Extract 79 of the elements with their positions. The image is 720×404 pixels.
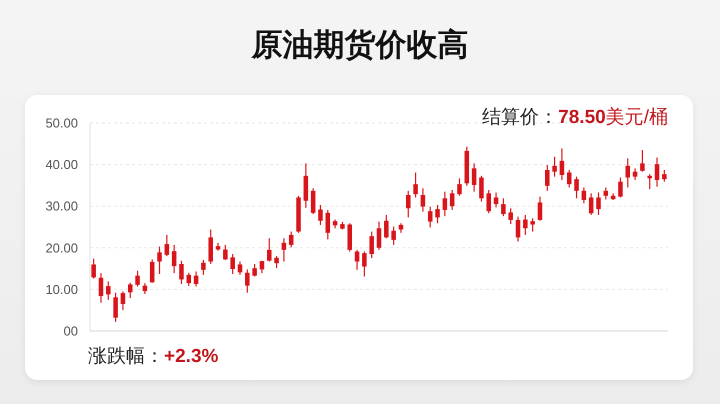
y-tick-label: 00 bbox=[64, 324, 78, 338]
candlestick bbox=[369, 230, 374, 259]
candlestick bbox=[560, 148, 564, 181]
candlestick bbox=[91, 258, 96, 280]
candlestick bbox=[479, 175, 484, 202]
candlestick bbox=[640, 149, 645, 172]
candlestick bbox=[186, 272, 192, 287]
candlestick bbox=[354, 249, 360, 270]
candlestick bbox=[194, 270, 198, 288]
candlestick bbox=[238, 260, 242, 276]
y-tick-label: 20.00 bbox=[45, 240, 78, 256]
candlestick bbox=[172, 244, 176, 274]
candlestick bbox=[450, 189, 454, 211]
candlestick bbox=[552, 156, 557, 178]
annotation: 结算价：78.50美元/桶 bbox=[482, 107, 668, 128]
candlestick bbox=[384, 214, 389, 239]
candlestick bbox=[406, 190, 411, 218]
candlestick bbox=[647, 174, 652, 190]
candlestick bbox=[252, 263, 257, 278]
candlestick bbox=[282, 238, 286, 262]
candlestick bbox=[150, 258, 154, 284]
candlestick bbox=[538, 196, 542, 222]
candlestick bbox=[113, 292, 118, 322]
candlestick bbox=[566, 169, 572, 188]
candlestick bbox=[318, 204, 323, 226]
candlestick bbox=[179, 260, 184, 285]
candlestick bbox=[310, 188, 316, 215]
candlestick bbox=[106, 280, 111, 300]
text: 涨跌幅：+2.3% bbox=[88, 346, 218, 367]
candlestick bbox=[508, 208, 513, 225]
candlestick bbox=[376, 220, 382, 250]
candlestick bbox=[486, 189, 492, 214]
candlestick bbox=[428, 206, 432, 228]
candlestick bbox=[128, 282, 133, 299]
y-tick-label: 10.00 bbox=[45, 282, 78, 297]
candlestick bbox=[413, 172, 418, 198]
y-tick-label: 30.00 bbox=[45, 198, 78, 214]
y-tick-label: 50.00 bbox=[45, 116, 78, 130]
candlestick bbox=[362, 250, 367, 278]
candlestick bbox=[98, 272, 104, 304]
candlestick bbox=[435, 204, 440, 224]
candlestick bbox=[201, 259, 206, 276]
candlestick bbox=[245, 268, 250, 294]
candlestick bbox=[596, 192, 601, 216]
candlestick bbox=[391, 226, 396, 246]
candlestick bbox=[223, 244, 228, 260]
candlestick bbox=[574, 176, 579, 199]
candlestick bbox=[632, 168, 638, 181]
candlestick bbox=[157, 246, 162, 275]
candlestick bbox=[516, 216, 520, 242]
candlestick bbox=[274, 256, 279, 269]
candlestick bbox=[142, 282, 148, 295]
candlestick bbox=[135, 270, 140, 288]
candlestick bbox=[618, 176, 623, 198]
candlestick bbox=[472, 162, 476, 192]
candlestick bbox=[604, 186, 608, 200]
candlestick bbox=[164, 234, 170, 257]
candlestick bbox=[326, 209, 330, 240]
chart-title: 原油期货价收高 bbox=[250, 26, 470, 64]
candlestick bbox=[588, 192, 594, 216]
candlestick bbox=[662, 169, 667, 182]
candlestick bbox=[442, 191, 448, 217]
candlestick bbox=[288, 230, 294, 248]
y-tick-label: 40.00 bbox=[45, 157, 78, 172]
candlestick bbox=[398, 222, 404, 234]
candlestick bbox=[523, 214, 528, 236]
candlestick bbox=[120, 290, 126, 311]
candlestick bbox=[266, 238, 272, 262]
candlestick bbox=[582, 186, 586, 204]
candlestick bbox=[545, 164, 550, 192]
candlestick bbox=[625, 158, 630, 188]
candlestick bbox=[457, 178, 462, 196]
candlestick bbox=[530, 218, 535, 232]
candlestick bbox=[230, 253, 235, 275]
candlestick bbox=[420, 188, 426, 212]
candlestick bbox=[260, 260, 264, 274]
candlestick bbox=[654, 156, 660, 188]
candlestick bbox=[494, 192, 498, 208]
candlestick bbox=[501, 198, 506, 217]
